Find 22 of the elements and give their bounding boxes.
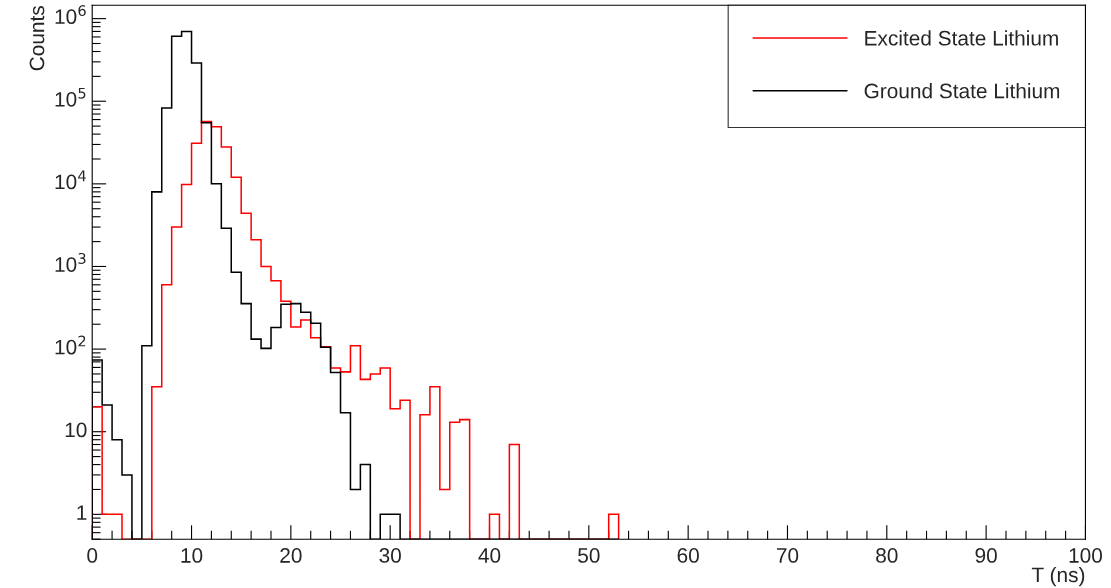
x-tick-label: 10 <box>181 548 203 563</box>
y-axis-title: Counts <box>29 6 45 71</box>
x-tick-label: 50 <box>578 548 600 563</box>
x-tick-label: 0 <box>87 548 98 563</box>
x-tick-label: 20 <box>280 548 302 563</box>
x-tick-label: 40 <box>478 548 501 563</box>
x-tick-label: 90 <box>975 548 997 563</box>
x-tick-label: 100 <box>1069 548 1103 563</box>
y-tick-label: 10$^{6}$ <box>55 5 86 25</box>
x-axis-title: T (ns) <box>1031 566 1085 587</box>
x-tick-label: 30 <box>379 548 401 563</box>
y-tick-label: 1 <box>77 505 87 520</box>
legend-label: Ground State Lithium <box>864 83 1060 99</box>
y-tick-label: 10$^{4}$ <box>55 170 86 190</box>
x-tick-label: 60 <box>677 548 699 563</box>
y-tick-label: 10$^{3}$ <box>55 252 86 272</box>
y-tick-label: 10 <box>65 422 87 438</box>
x-tick-label: 80 <box>876 548 898 563</box>
legend-label: Excited State Lithium <box>865 30 1058 46</box>
y-tick-label: 10$^{2}$ <box>55 335 86 355</box>
x-tick-label: 70 <box>776 548 799 563</box>
y-tick-label: 10$^{5}$ <box>55 87 86 107</box>
